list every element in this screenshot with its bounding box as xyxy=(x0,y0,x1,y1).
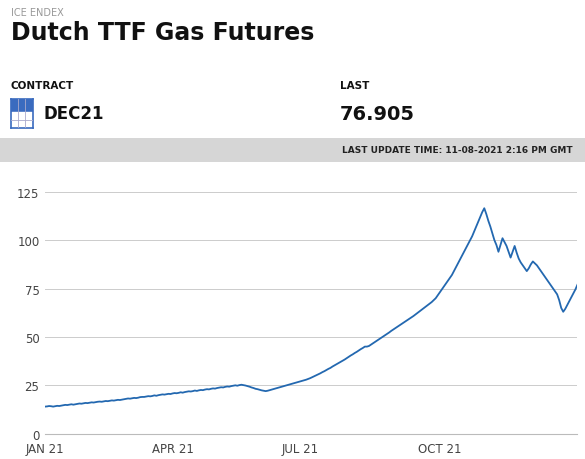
Text: Dutch TTF Gas Futures: Dutch TTF Gas Futures xyxy=(11,21,314,45)
Bar xyxy=(11,100,33,113)
Text: ICE ENDEX: ICE ENDEX xyxy=(11,8,63,18)
Text: CONTRACT: CONTRACT xyxy=(11,81,74,91)
Text: 76.905: 76.905 xyxy=(340,104,415,123)
Text: DEC21: DEC21 xyxy=(44,105,104,123)
Bar xyxy=(11,113,33,129)
Text: LAST UPDATE TIME: 11-08-2021 2:16 PM GMT: LAST UPDATE TIME: 11-08-2021 2:16 PM GMT xyxy=(342,146,572,155)
Text: LAST: LAST xyxy=(340,81,369,91)
